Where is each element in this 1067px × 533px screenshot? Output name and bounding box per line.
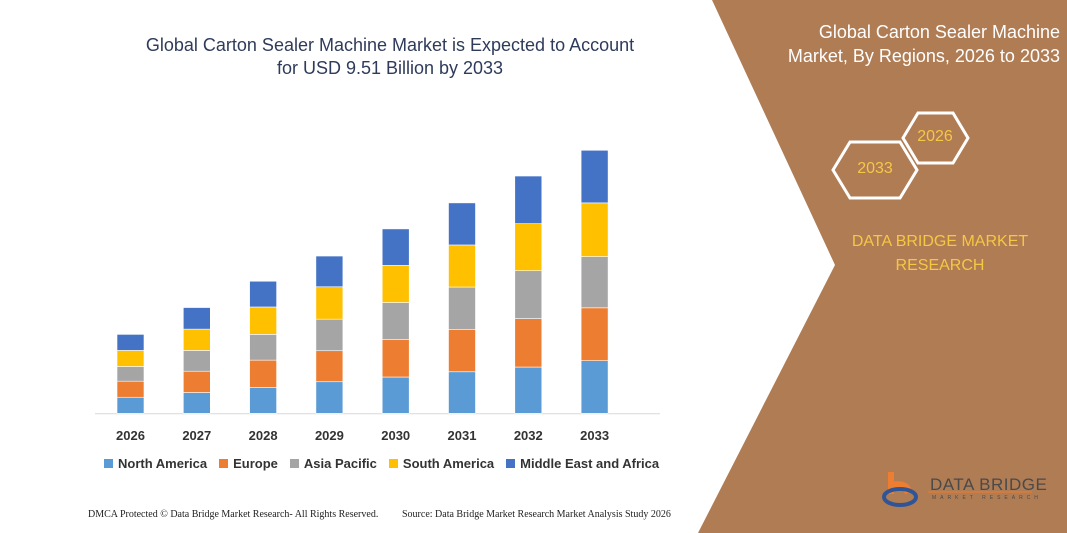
x-tick-label: 2030 [381,428,410,443]
legend-label: South America [402,456,495,471]
bar-2026-north-america [116,396,145,414]
bar-2032-europe [514,318,543,368]
title-line-2: for USD 9.51 Billion by 2033 [276,58,504,78]
bar-2032-south-america [514,223,543,272]
bar-2032-middle-east-and-africa [514,175,543,224]
bar-2026-europe [116,380,145,398]
stacked-bar-chart: 2026 2027 2028 2029 2030 2031 2032 2033 [95,149,660,443]
legend-swatch [289,459,299,468]
side-panel-title: Global Carton Sealer Machine Market, By … [770,20,1060,68]
hexagon-2026 [901,111,970,165]
x-tick-label: 2031 [448,428,477,443]
bar-2027-north-america [183,392,211,414]
x-tick-label: 2033 [580,428,609,443]
legend-item: Asia Pacific [289,456,377,471]
logo-icon [882,472,1032,507]
bar-2033-asia-pacific [580,256,609,309]
bar-2031-europe [448,329,476,373]
logo-text: DATA BRIDGE [930,475,1048,494]
bar-2026-middle-east-and-africa [116,334,145,351]
x-tick-label: 2032 [514,428,543,443]
bar-2028-asia-pacific [249,334,277,361]
bar-2027-asia-pacific [183,350,211,372]
bar-2028-south-america [249,306,277,335]
bar-2030-north-america [381,376,410,414]
bar-2033-south-america [580,202,609,257]
bar-2029-europe [315,350,344,383]
legend-label: Europe [233,456,278,471]
x-tick-label: 2029 [315,428,344,443]
bar-2026-asia-pacific [116,366,145,382]
legend-swatch [219,459,229,468]
bar-2033-europe [580,307,609,361]
bar-2028-north-america [249,387,277,414]
bar-2027-south-america [183,328,211,351]
bar-2027-europe [183,370,211,393]
bar-2027-middle-east-and-africa [183,307,211,330]
brand-line-1: DATA BRIDGE MARKET [851,233,1029,250]
bar-2031-south-america [448,244,476,288]
bar-2031-north-america [448,371,476,414]
brand-text: DATA BRIDGE MARKET RESEARCH [820,230,1060,278]
x-tick-label: 2026 [116,428,145,443]
bar-2029-south-america [315,286,344,320]
hex-label-2033: 2033 [857,160,893,177]
source-text: Source: Data Bridge Market Research Mark… [402,509,671,520]
bar-2029-middle-east-and-africa [315,255,344,288]
brown-panel [698,0,1067,533]
bar-2029-north-america [315,381,344,414]
copyright-text: DMCA Protected © Data Bridge Market Rese… [88,509,379,520]
legend-label: Asia Pacific [303,456,377,471]
logo-subtext: MARKET RESEARCH [932,495,1042,501]
title-line-1: Global Carton Sealer Machine Market is E… [145,35,635,55]
legend-swatch [388,459,398,468]
bar-2033-north-america [580,360,609,414]
bar-2032-asia-pacific [514,270,543,319]
legend-label: Middle East and Africa [520,456,660,471]
legend-label: North America [118,456,208,471]
hexagon-2033 [831,140,919,200]
hex-label-2026: 2026 [917,128,953,145]
side-title-line-2: Market, By Regions, 2026 to 2033 [787,46,1060,66]
legend-item: Europe [219,456,278,471]
brand-line-2: RESEARCH [895,257,985,274]
bar-2030-south-america [381,265,410,303]
bar-2030-asia-pacific [381,302,410,340]
legend-swatch [506,459,516,468]
x-tick-label: 2028 [249,428,278,443]
legend-item: Middle East and Africa [506,456,659,471]
bar-2031-asia-pacific [448,286,476,330]
bar-2028-middle-east-and-africa [249,280,277,308]
bar-2030-middle-east-and-africa [381,228,410,266]
bar-2030-europe [381,339,410,378]
side-title-line-1: Global Carton Sealer Machine [818,22,1060,42]
bar-2031-middle-east-and-africa [448,202,476,246]
legend-item: South America [388,456,495,471]
chart-title: Global Carton Sealer Machine Market is E… [120,34,660,80]
bar-2029-asia-pacific [315,318,344,352]
bar-2028-europe [249,359,277,388]
legend-item: North America [104,456,207,471]
legend-swatch [104,459,113,468]
bar-2033-middle-east-and-africa [580,149,609,204]
bar-2032-north-america [514,366,543,414]
bar-2026-south-america [116,350,145,367]
x-tick-label: 2027 [182,428,211,443]
chart-legend: North America Europe Asia Pacific South Ame… [104,456,659,471]
